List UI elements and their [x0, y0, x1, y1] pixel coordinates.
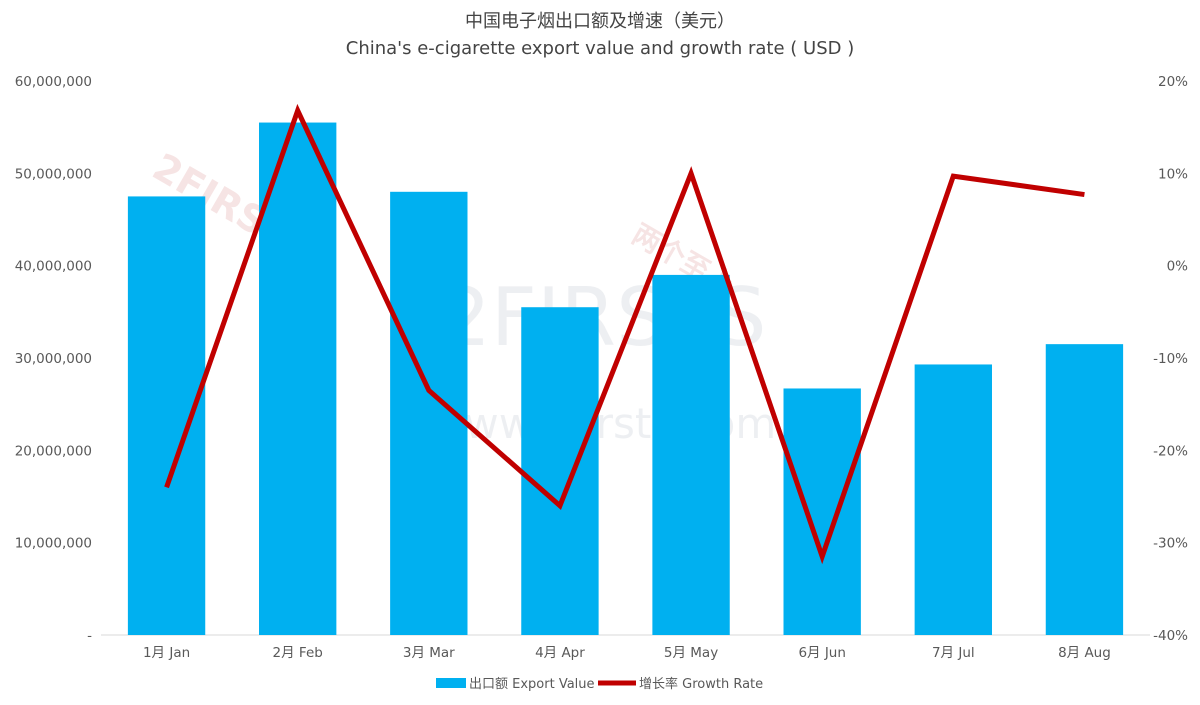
y-right-tick-label: 0% [1167, 259, 1189, 275]
y-left-tick-label: 50,000,000 [15, 166, 92, 182]
y-axis-right: -40% -30% -20% -10% 0% 10% 20% [1153, 74, 1188, 644]
y-right-tick-label: -20% [1153, 443, 1188, 459]
bar [259, 122, 337, 636]
x-tick-label: 7月 Jul [932, 645, 975, 661]
y-right-tick-label: 20% [1158, 74, 1188, 90]
bar [1045, 344, 1124, 635]
y-left-tick-label: 30,000,000 [15, 351, 92, 367]
x-tick-label: 8月 Aug [1058, 645, 1111, 661]
legend-swatch-export [436, 678, 466, 688]
growth-rate-line [164, 103, 1085, 565]
y-right-tick-label: -10% [1153, 351, 1188, 367]
y-right-tick-label: -40% [1153, 628, 1188, 644]
y-left-tick-label: 60,000,000 [15, 74, 92, 90]
x-tick-label: 6月 Jun [798, 645, 845, 661]
y-left-tick-label: 40,000,000 [15, 259, 92, 275]
line-series [164, 103, 1085, 565]
x-tick-label: 2月 Feb [273, 645, 323, 661]
legend-label-growth: 增长率 Growth Rate [639, 676, 763, 692]
legend: 出口额 Export Value 增长率 Growth Rate [436, 676, 763, 692]
x-tick-label: 1月 Jan [143, 645, 190, 661]
bar-series [127, 122, 1124, 636]
chart-subtitle: China's e-cigarette export value and gro… [346, 38, 854, 59]
bar [652, 274, 730, 635]
x-tick-label: 4月 Apr [535, 645, 585, 661]
bar [521, 307, 599, 635]
chart-title: 中国电子烟出口额及增速（美元） [465, 11, 735, 32]
y-left-tick-label: 20,000,000 [15, 443, 92, 459]
y-right-tick-label: 10% [1158, 166, 1188, 182]
y-left-tick-label: - [87, 628, 92, 644]
y-left-tick-label: 10,000,000 [15, 536, 92, 552]
x-tick-label: 5月 May [664, 645, 718, 661]
bar [783, 388, 861, 635]
x-tick-label: 3月 Mar [403, 645, 455, 661]
bar [914, 364, 992, 635]
x-axis-categories: 1月 Jan 2月 Feb 3月 Mar 4月 Apr 5月 May 6月 Jun 7月 J… [143, 645, 1111, 661]
y-axis-left: - 10,000,000 20,000,000 30,000,000 40,000,00… [15, 74, 92, 644]
y-right-tick-label: -30% [1153, 536, 1188, 552]
legend-label-export: 出口额 Export Value [469, 677, 595, 692]
